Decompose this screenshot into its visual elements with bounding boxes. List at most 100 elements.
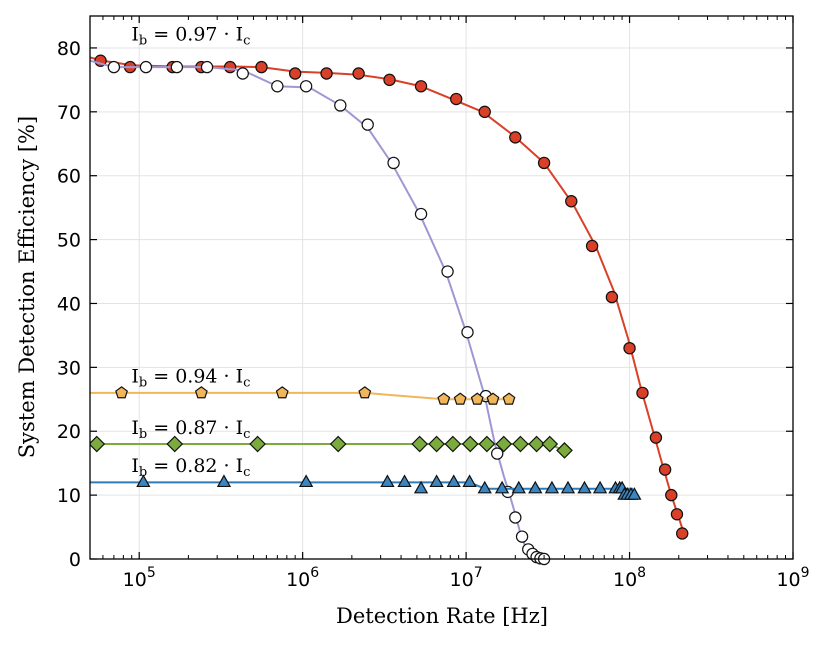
red-data-point — [509, 131, 522, 144]
purple-data-point — [461, 326, 474, 339]
blue-data-point — [216, 474, 232, 488]
green-data-point — [541, 435, 559, 453]
purple-data-point — [509, 511, 522, 524]
y-tick-label: 50 — [57, 230, 81, 252]
x-tick-label: 108 — [613, 565, 646, 591]
red-data-point — [414, 80, 428, 93]
blue-data-point — [511, 480, 526, 494]
red-data-point — [537, 156, 551, 170]
green-data-point — [90, 435, 106, 453]
red-data-point — [670, 508, 684, 521]
blue-data-point — [577, 480, 592, 494]
label-layer: Detection Rate [Hz] System Detection Eff… — [15, 116, 548, 628]
purple-data-point — [107, 60, 121, 74]
orange-data-point — [115, 386, 128, 399]
red-data-point — [223, 60, 237, 74]
purple-data-point — [200, 60, 214, 74]
red-data-point — [320, 67, 333, 80]
blue-data-point — [627, 487, 642, 500]
annotation-layer: Ib = 0.97 · Ic Ib = 0.94 · Ic Ib = 0.87 · … — [131, 23, 250, 480]
red-data-point — [352, 67, 365, 80]
blue-data-point — [446, 474, 461, 488]
purple-data-point — [170, 60, 184, 74]
green-data-point — [411, 435, 429, 453]
blue-data-point — [413, 480, 429, 494]
orange-series — [90, 386, 516, 405]
green-data-point — [512, 435, 529, 453]
blue-data-point — [477, 480, 492, 494]
red-data-point — [383, 73, 396, 87]
annotation-label: Ib = 0.94 · Ic — [131, 366, 250, 391]
orange-data-point — [470, 392, 484, 405]
purple-data-point — [299, 80, 313, 93]
blue-data-point — [560, 480, 576, 494]
axes-layer: 0 10 20 30 40 50 60 70 80 105 106 107 108 109 — [57, 15, 810, 591]
y-tick-label: 30 — [57, 357, 81, 379]
purple-data-point — [387, 156, 400, 170]
green-data-point — [556, 442, 573, 459]
orange-data-point — [437, 392, 451, 405]
orange-data-point — [358, 386, 372, 399]
red-data-point — [665, 488, 678, 502]
x-axis-label: Detection Rate [Hz] — [336, 604, 548, 628]
plot-frame — [89, 15, 794, 560]
green-data-point — [428, 435, 445, 453]
grid-layer — [90, 16, 794, 560]
green-data-point — [329, 435, 347, 453]
green-data-point — [249, 435, 266, 453]
green-data-point — [495, 435, 513, 453]
orange-data-point — [275, 386, 289, 399]
red-data-point — [585, 239, 599, 253]
green-data-point — [461, 435, 479, 453]
red-data-point — [636, 386, 649, 400]
purple-data-point — [414, 207, 428, 221]
red-data-point — [623, 341, 636, 355]
red-data-point — [255, 60, 268, 74]
orange-data-point — [194, 386, 208, 399]
x-tick-label: 107 — [450, 565, 483, 591]
purple-data-point — [139, 60, 153, 74]
green-data-point — [444, 435, 462, 453]
blue-data-point — [544, 480, 560, 494]
blue-data-point — [298, 474, 314, 488]
purple-data-point — [334, 99, 347, 112]
green-data-point — [528, 435, 545, 453]
purple-data-point — [491, 447, 504, 460]
red-data-point — [649, 431, 663, 444]
orange-data-point — [486, 392, 500, 405]
blue-data-point — [592, 480, 608, 494]
red-data-point — [658, 463, 672, 476]
purple-data-point — [361, 118, 374, 131]
x-tick-label: 109 — [776, 565, 809, 591]
blue-data-point — [397, 474, 412, 488]
green-data-point — [166, 435, 184, 453]
red-data-point — [605, 290, 619, 304]
blue-data-point — [136, 474, 151, 488]
y-tick-label: 60 — [57, 166, 81, 188]
y-tick-label: 70 — [57, 102, 81, 124]
green-series — [90, 435, 573, 459]
orange-data-point — [502, 392, 516, 405]
purple-data-point — [515, 530, 529, 543]
annotation-label: Ib = 0.82 · Ic — [131, 455, 250, 480]
blue-data-point — [494, 480, 510, 494]
y-axis-label: System Detection Efficiency [%] — [15, 116, 39, 458]
series-layer — [90, 54, 689, 566]
blue-series — [90, 474, 642, 500]
annotation-label: Ib = 0.97 · Ic — [131, 23, 250, 48]
purple-data-point — [441, 265, 454, 278]
x-tick-label: 105 — [123, 565, 156, 591]
blue-data-point — [462, 474, 477, 488]
red-data-point — [676, 527, 689, 540]
red-data-point — [450, 92, 463, 106]
y-tick-label: 40 — [57, 293, 81, 315]
green-data-point — [478, 435, 496, 453]
red-data-point — [478, 105, 491, 119]
purple-data-point — [271, 80, 284, 93]
y-tick-label: 80 — [57, 38, 81, 60]
purple-data-point — [236, 67, 249, 80]
red-data-point — [565, 195, 578, 208]
blue-data-point — [380, 474, 395, 488]
